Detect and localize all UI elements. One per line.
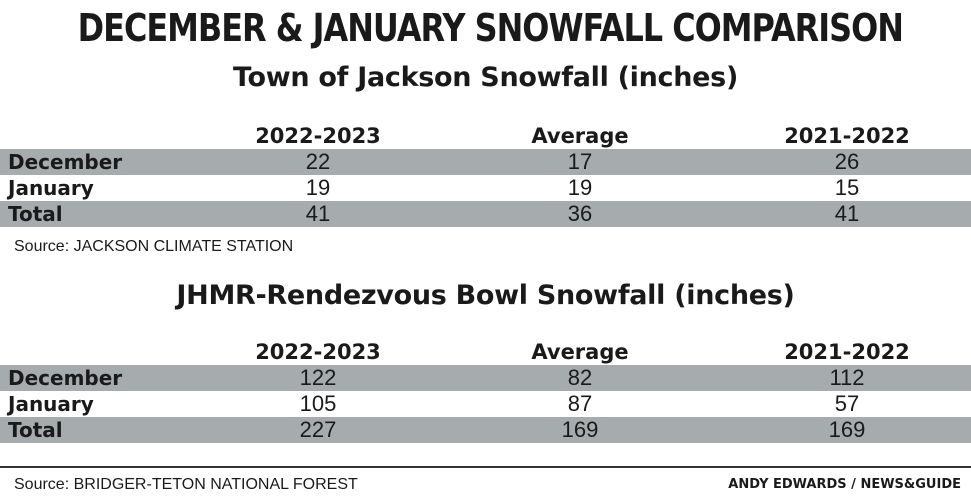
table-row: January 105 87 57 bbox=[0, 391, 971, 417]
row-label: Total bbox=[8, 202, 63, 226]
table-cell: 82 bbox=[567, 365, 593, 390]
table-cell: 26 bbox=[834, 149, 860, 174]
table-cell: 169 bbox=[561, 417, 599, 442]
table-cell: 41 bbox=[305, 201, 331, 226]
row-label: December bbox=[8, 150, 123, 174]
table-cell: 169 bbox=[828, 417, 866, 442]
table-cell: 112 bbox=[829, 365, 865, 390]
column-header: 2022-2023 bbox=[255, 340, 381, 364]
jhmr-table-title: JHMR-Rendezvous Bowl Snowfall (inches) bbox=[176, 280, 795, 311]
table-header-row: 2022-2023 Average 2021-2022 bbox=[0, 123, 971, 149]
jackson-table-title: Town of Jackson Snowfall (inches) bbox=[232, 62, 738, 93]
table-cell: 87 bbox=[567, 391, 593, 416]
table-cell: 15 bbox=[834, 175, 860, 200]
table-row: December 122 82 112 bbox=[0, 365, 971, 391]
table-cell: 19 bbox=[305, 175, 331, 200]
column-header: Average bbox=[531, 124, 629, 148]
source-note: Source: JACKSON CLIMATE STATION bbox=[14, 238, 294, 255]
row-label: January bbox=[8, 392, 94, 416]
row-label: Total bbox=[8, 418, 63, 442]
table-cell: 227 bbox=[299, 417, 337, 442]
column-header: 2022-2023 bbox=[255, 124, 381, 148]
table-row: Total 41 36 41 bbox=[0, 201, 971, 227]
jhmr-snowfall-table: 2022-2023 Average 2021-2022 December 122… bbox=[0, 339, 971, 443]
table-cell: 105 bbox=[299, 391, 337, 416]
table-header-row: 2022-2023 Average 2021-2022 bbox=[0, 339, 971, 365]
column-header: Average bbox=[531, 340, 629, 364]
table-cell: 19 bbox=[567, 175, 593, 200]
table-cell: 122 bbox=[299, 365, 337, 390]
source-note: Source: BRIDGER-TETON NATIONAL FOREST bbox=[14, 476, 358, 493]
row-label: January bbox=[8, 176, 94, 200]
table-cell: 57 bbox=[834, 391, 860, 416]
jackson-snowfall-table: 2022-2023 Average 2021-2022 December 22 … bbox=[0, 123, 971, 227]
column-header: 2021-2022 bbox=[784, 340, 910, 364]
column-header: 2021-2022 bbox=[784, 124, 910, 148]
footer-divider bbox=[0, 466, 971, 468]
table-row: December 22 17 26 bbox=[0, 149, 971, 175]
table-row: January 19 19 15 bbox=[0, 175, 971, 201]
table-cell: 41 bbox=[834, 201, 860, 226]
row-label: December bbox=[8, 366, 123, 390]
table-row: Total 227 169 169 bbox=[0, 417, 971, 443]
main-title: DECEMBER & JANUARY SNOWFALL COMPARISON bbox=[77, 6, 904, 50]
table-cell: 36 bbox=[567, 201, 593, 226]
table-cell: 22 bbox=[305, 149, 331, 174]
credit-line: ANDY EDWARDS / NEWS&GUIDE bbox=[728, 477, 961, 492]
table-cell: 17 bbox=[567, 149, 593, 174]
